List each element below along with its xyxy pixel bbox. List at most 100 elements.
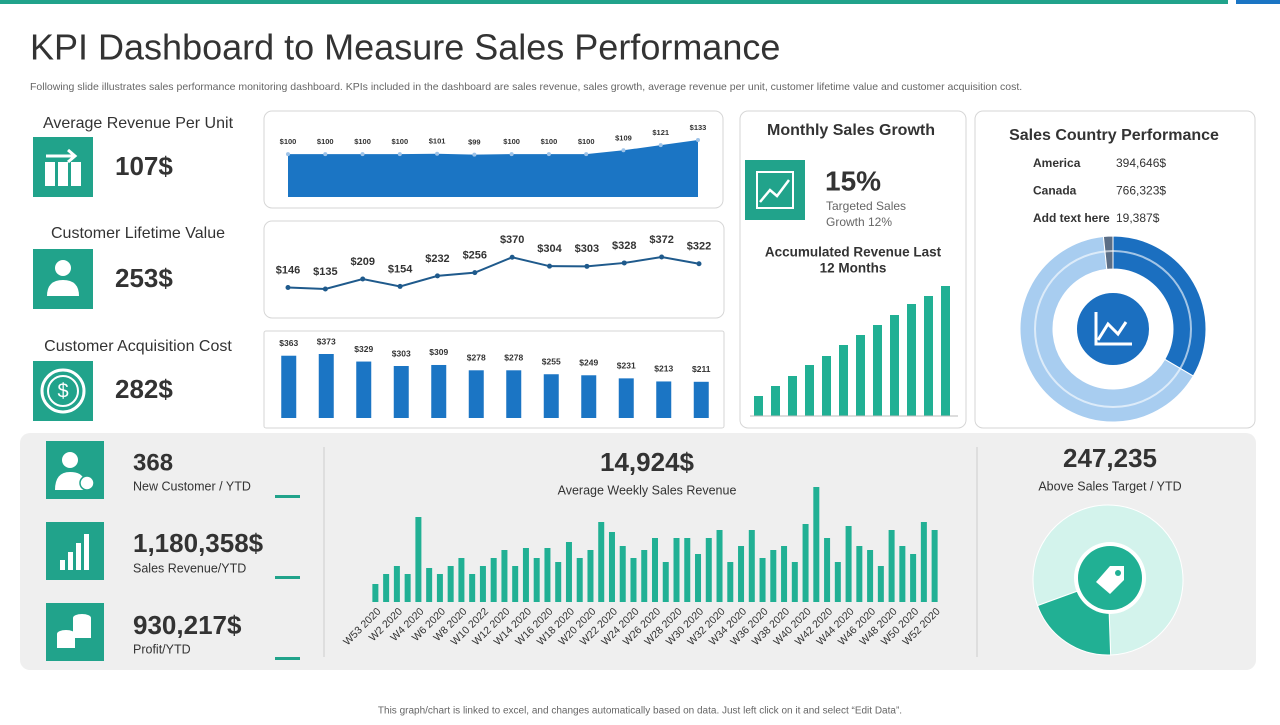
bar	[619, 546, 626, 602]
bar	[924, 296, 933, 416]
legend-label: Canada	[1033, 184, 1077, 198]
bar	[506, 370, 522, 418]
data-label: $256	[463, 250, 487, 262]
bar	[281, 355, 297, 418]
icon	[1115, 570, 1121, 576]
kpi-value: 1,180,358$	[133, 528, 264, 558]
bar	[781, 546, 788, 602]
kpi-label: Customer Lifetime Value	[51, 225, 225, 242]
pie-slice	[1102, 235, 1114, 270]
bar	[404, 574, 411, 602]
data-label: $309	[429, 347, 448, 357]
icon	[55, 452, 95, 491]
data-label: $121	[652, 128, 669, 137]
bar	[695, 554, 702, 602]
point	[546, 152, 551, 157]
icon	[756, 171, 794, 209]
point	[434, 273, 440, 279]
data-label: $304	[537, 243, 562, 255]
bar	[318, 354, 334, 418]
data-label: $213	[654, 364, 673, 374]
icon	[60, 534, 89, 570]
bar	[867, 550, 874, 602]
bar	[888, 530, 895, 602]
top-bar	[0, 0, 1228, 4]
bar	[581, 375, 597, 418]
kpi-label: New Customer / YTD	[133, 479, 251, 493]
bar	[754, 396, 763, 416]
data-label: $99	[468, 138, 481, 147]
bar	[839, 345, 848, 416]
bar	[618, 378, 634, 418]
point	[659, 254, 665, 260]
bar	[652, 538, 658, 602]
bar	[877, 566, 884, 602]
accent	[275, 576, 300, 579]
accent	[275, 657, 300, 660]
panel-title: Monthly Sales Growth	[767, 122, 935, 139]
point	[286, 152, 290, 157]
kpi-value: 247,235	[1063, 443, 1157, 473]
data-label: $328	[612, 240, 636, 252]
data-label: $278	[504, 353, 523, 363]
bar	[727, 562, 734, 602]
data-label: $101	[429, 137, 446, 146]
kpi-value: 107$	[115, 151, 173, 181]
point	[696, 261, 702, 267]
icon	[46, 441, 104, 499]
point	[658, 143, 663, 148]
icon	[47, 260, 79, 296]
kpi-label: Above Sales Target / YTD	[1038, 479, 1181, 493]
kpi-note: Growth 12%	[826, 215, 892, 229]
bar	[856, 335, 865, 416]
bar	[479, 566, 486, 602]
bar	[393, 366, 409, 418]
data-label: $322	[687, 241, 711, 253]
pie-slice	[1112, 235, 1207, 377]
bar	[598, 522, 605, 602]
legend-label: America	[1033, 156, 1081, 170]
bar	[813, 487, 820, 602]
legend-value: 394,646$	[1116, 156, 1166, 170]
bar	[920, 522, 927, 602]
point	[360, 276, 366, 282]
point	[509, 254, 515, 260]
icon	[1094, 312, 1132, 346]
icon	[46, 522, 104, 580]
data-label: $303	[575, 243, 599, 255]
bar	[856, 546, 863, 602]
kpi-value: 253$	[115, 263, 173, 293]
bar	[824, 538, 831, 602]
svg-text:$: $	[57, 380, 68, 402]
data-label: $100	[391, 137, 408, 146]
bar	[431, 364, 447, 418]
panel	[20, 433, 1256, 670]
bar	[565, 542, 572, 602]
bar	[490, 558, 497, 602]
data-label: $329	[354, 344, 373, 354]
kpi-value: 368	[133, 449, 173, 476]
point	[621, 260, 627, 266]
point	[397, 152, 402, 157]
data-label: $303	[392, 348, 411, 358]
point	[360, 152, 365, 157]
point	[472, 152, 477, 157]
data-label: $209	[350, 256, 374, 268]
bar	[576, 558, 583, 602]
bar	[458, 558, 465, 602]
bar	[791, 562, 798, 602]
bar	[415, 517, 422, 602]
icon	[745, 160, 805, 220]
kpi-label: Customer Acquisition Cost	[44, 338, 232, 355]
bar	[910, 554, 917, 602]
point	[584, 152, 589, 157]
bar	[693, 381, 709, 418]
top-bar	[1236, 0, 1280, 4]
point	[621, 148, 626, 153]
bar	[662, 562, 669, 602]
data-label: $255	[542, 356, 561, 366]
point	[472, 270, 478, 276]
accent	[275, 495, 300, 498]
